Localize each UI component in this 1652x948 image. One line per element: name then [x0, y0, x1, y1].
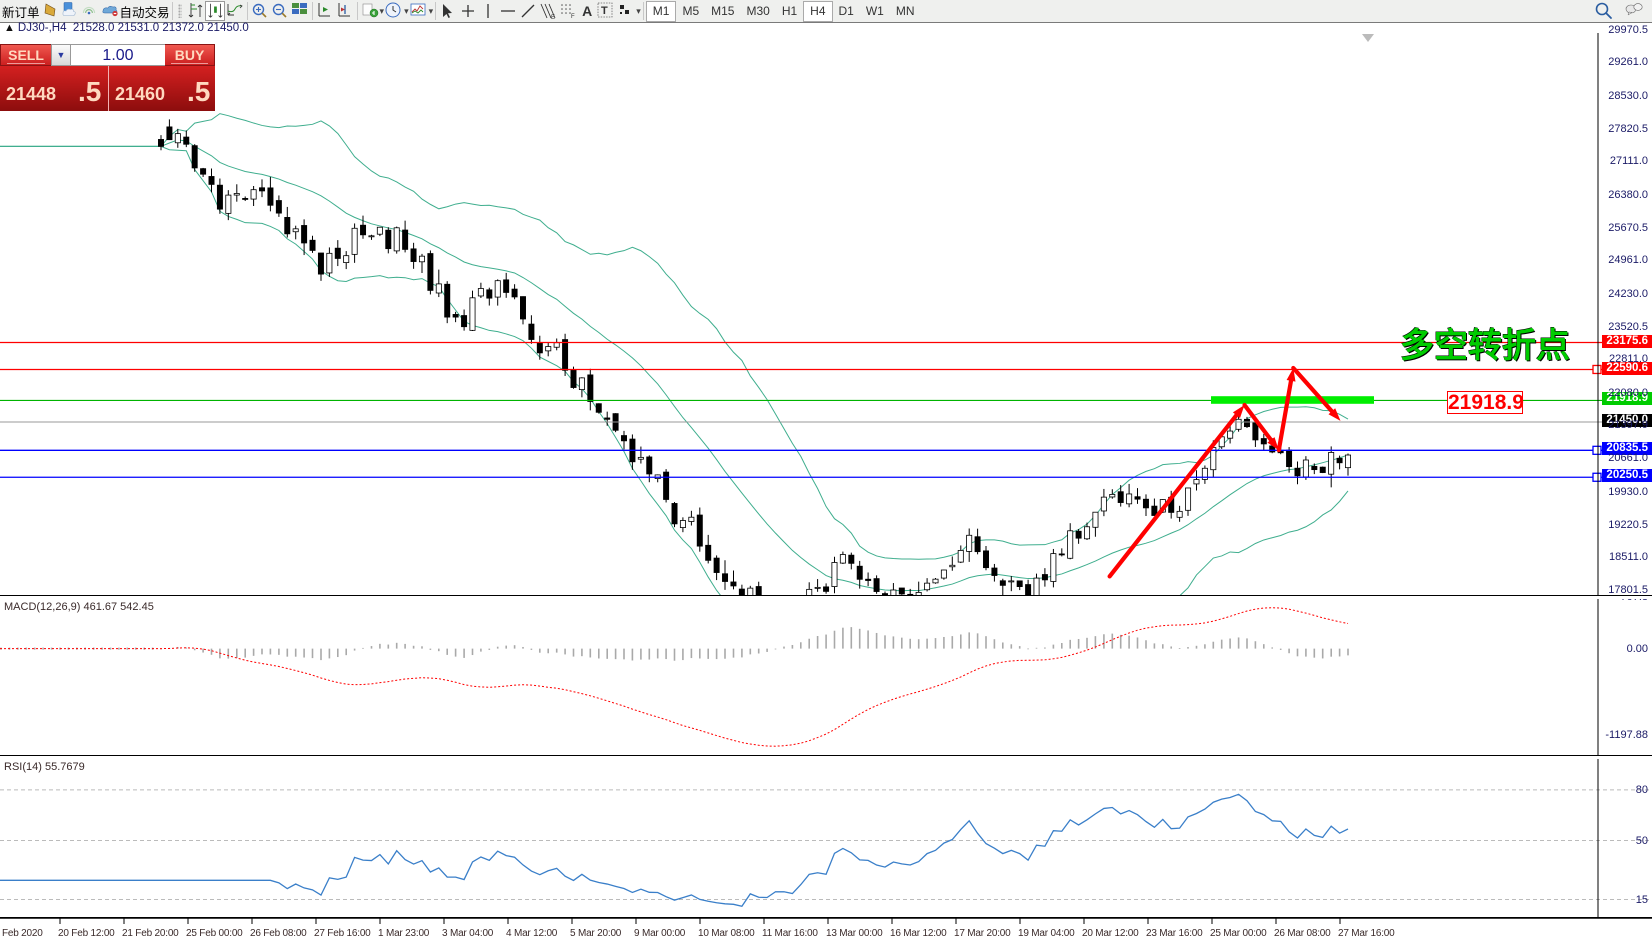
svg-text:F: F [571, 14, 575, 20]
svg-text:E: E [551, 15, 555, 21]
svg-text:T: T [601, 5, 608, 17]
